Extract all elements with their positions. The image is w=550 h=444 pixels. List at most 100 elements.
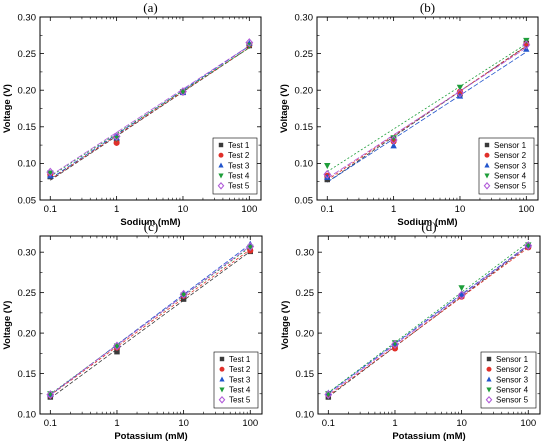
y-axis-title: Voltage (V) <box>2 84 13 133</box>
y-tick-label: 0.15 <box>296 369 315 380</box>
legend-marker <box>217 181 225 190</box>
data-point-series-5 <box>245 38 254 48</box>
y-tick-label: 0.10 <box>296 409 315 420</box>
x-tick-label: 10 <box>455 204 466 215</box>
x-tick-label: 10 <box>456 418 467 429</box>
legend-marker <box>218 395 226 404</box>
y-tick-label: 0.10 <box>18 409 37 420</box>
data-point-series-5 <box>179 289 188 299</box>
y-tick-label: 0.25 <box>295 49 314 60</box>
y-tick-label: 0.20 <box>296 328 315 339</box>
chart-panel-4: (d) 0.10 0.15 0.20 0.25 0.30 0.1 1 10 100 Potassiu… <box>280 219 541 442</box>
fit-line-series-5 <box>50 245 251 396</box>
fit-line-series-3 <box>328 244 529 394</box>
chart-panel-2: (b) 0.05 0.10 0.15 0.20 0.25 0.30 0.1 1 10 100 Sodi… <box>279 0 539 228</box>
y-tick-label: 0.05 <box>18 195 37 206</box>
legend-label: Sensor 5 <box>496 396 529 405</box>
legend-label: Test 3 <box>229 375 251 384</box>
x-axis-title: Potassium (mM) <box>114 431 187 442</box>
y-tick-label: 0.05 <box>295 195 314 206</box>
data-point-series-3 <box>458 290 465 297</box>
legend-marker <box>219 366 225 372</box>
y-tick-label: 0.20 <box>18 328 37 339</box>
data-point-series-5 <box>324 390 333 400</box>
plot-frame <box>39 235 263 415</box>
data-point-series-4 <box>247 244 254 251</box>
y-tick-label: 0.15 <box>18 369 37 380</box>
data-point-series-5 <box>389 135 398 145</box>
legend-marker <box>484 142 490 148</box>
data-point-series-5 <box>113 341 121 351</box>
y-tick-label: 0.20 <box>18 86 37 97</box>
legend-marker <box>483 181 491 190</box>
data-point-series-4 <box>390 135 397 142</box>
legend-label: Test 1 <box>228 141 250 150</box>
legend-marker <box>486 366 492 372</box>
legend-label: Test 3 <box>228 161 250 170</box>
legend-label: Sensor 3 <box>496 375 529 384</box>
x-tick-label: 0.1 <box>322 418 335 429</box>
legend-label: Test 4 <box>228 172 250 181</box>
y-tick-label: 0.15 <box>18 122 37 133</box>
legend-marker <box>485 395 493 404</box>
y-tick-label: 0.10 <box>18 159 37 170</box>
data-point-series-5 <box>46 390 55 400</box>
plot-frame <box>317 235 541 415</box>
data-point-series-4 <box>180 292 187 299</box>
x-tick-label: 100 <box>241 204 257 215</box>
legend-marker <box>218 142 224 148</box>
legend-marker <box>218 152 224 158</box>
legend-label: Test 4 <box>229 386 251 395</box>
legend-label: Test 2 <box>229 365 251 374</box>
y-axis-title: Voltage (V) <box>2 301 13 350</box>
data-point-series-4 <box>47 170 54 177</box>
legend-label: Sensor 5 <box>494 182 527 191</box>
fit-line-series-2 <box>50 249 251 396</box>
x-tick-label: 0.1 <box>321 204 334 215</box>
legend-label: Test 5 <box>228 182 250 191</box>
fit-line-series-4 <box>50 47 250 177</box>
data-point-series-5 <box>246 241 255 252</box>
legend-label: Sensor 2 <box>494 151 527 160</box>
y-tick-label: 0.30 <box>18 247 37 258</box>
y-tick-label: 0.25 <box>296 288 315 299</box>
fit-line-series-1 <box>50 251 251 399</box>
legend-label: Test 5 <box>229 396 251 405</box>
y-tick-label: 0.30 <box>296 247 315 258</box>
data-point-series-5 <box>323 169 332 179</box>
x-tick-label: 1 <box>392 418 397 429</box>
panel-label: (d) <box>421 219 436 234</box>
data-point-series-2 <box>113 139 120 146</box>
fit-line-series-4 <box>327 43 527 173</box>
data-point-series-5 <box>391 339 399 349</box>
legend-marker <box>218 173 224 179</box>
data-point-series-5 <box>179 87 187 97</box>
legend-marker <box>484 162 490 168</box>
legend-marker <box>219 387 225 393</box>
legend-marker <box>484 152 490 158</box>
data-point-series-5 <box>456 88 464 98</box>
data-point-series-4 <box>324 163 331 170</box>
fit-line-series-5 <box>328 245 529 395</box>
x-tick-label: 1 <box>391 204 396 215</box>
legend-label: Sensor 3 <box>494 161 527 170</box>
legend-label: Sensor 4 <box>494 172 527 181</box>
chart-panel-1: (a) 0.05 0.10 0.15 0.20 0.25 0.30 0.1 1 10 100 Sodi… <box>2 0 262 228</box>
x-tick-label: 100 <box>520 418 536 429</box>
y-tick-label: 0.10 <box>295 159 314 170</box>
x-axis-title: Potassium (mM) <box>392 431 465 442</box>
legend-label: Sensor 1 <box>494 141 527 150</box>
legend-marker <box>219 376 225 382</box>
panel-label: (a) <box>143 0 157 15</box>
x-axis-title: Sodium (mM) <box>397 217 457 228</box>
x-axis-title: Sodium (mM) <box>120 217 180 228</box>
data-point-series-3 <box>390 142 397 149</box>
legend-marker <box>486 376 492 382</box>
legend-marker <box>219 356 225 362</box>
x-tick-label: 0.1 <box>44 204 57 215</box>
legend-marker <box>486 387 492 393</box>
y-tick-label: 0.25 <box>18 49 37 60</box>
data-point-series-3 <box>324 173 331 180</box>
panel-label: (c) <box>144 219 158 234</box>
